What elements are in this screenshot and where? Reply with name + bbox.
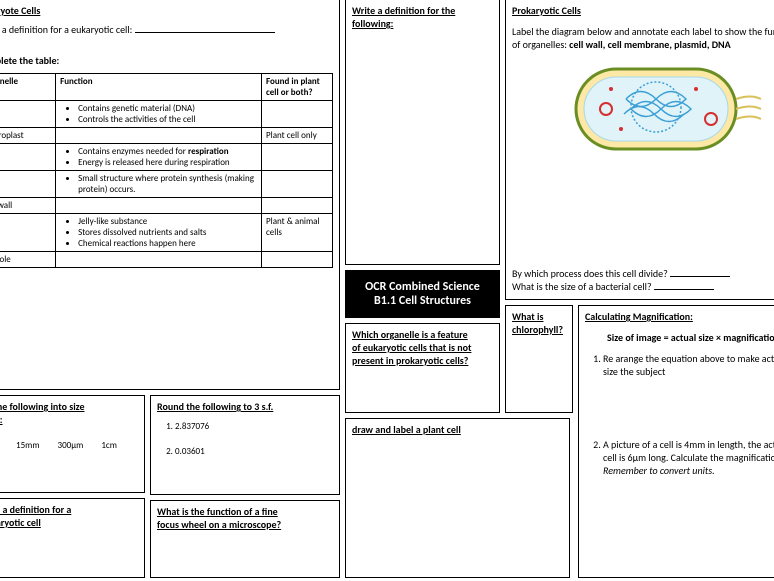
cell-organelle <box>0 144 56 171</box>
fine-focus-line2: focus wheel on a microscope? <box>157 518 333 531</box>
cell-function <box>56 252 262 268</box>
title-line2: B1.1 Cell Structures <box>352 294 493 308</box>
cell-function: Small structure where protein synthesis … <box>56 171 262 198</box>
prokaryotic-section: Prokaryotic Cells Label the diagram belo… <box>505 0 774 300</box>
table-row: Vacuole <box>0 252 333 268</box>
organelle-question-box: Which organelle is a feature of eukaryot… <box>345 323 500 413</box>
cell-found <box>261 144 332 171</box>
prokaryotic-organelles: cell wall, cell membrane, plasmid, DNA <box>569 38 731 51</box>
table-row: Chloroplast Plant cell only <box>0 128 333 144</box>
magnification-equation: Size of image = actual size × magnificat… <box>585 331 774 344</box>
mag-q2-hint: Remember to convert units. <box>603 464 715 477</box>
eukaryote-def-prompt: Write a definition for a eukaryotic cell… <box>0 23 132 36</box>
th-function: Function <box>56 74 262 101</box>
table-row: Contains genetic material (DNA)Controls … <box>0 101 333 128</box>
cell-function <box>56 128 262 144</box>
organelle-q-3: present in prokaryotic cells? <box>352 354 493 367</box>
th-found: Found in plant cell or both? <box>261 74 332 101</box>
table-row: Contains enzymes needed for respirationE… <box>0 144 333 171</box>
blank-line[interactable] <box>654 280 714 290</box>
table-row: Cell wall <box>0 198 333 214</box>
title-box: OCR Combined Science B1.1 Cell Structure… <box>345 270 500 318</box>
prokaryote-diagram <box>566 59 746 149</box>
prok-q2: What is the size of a bacterial cell? <box>512 280 652 293</box>
prokaryotic-title: Prokaryotic Cells <box>512 4 774 17</box>
cell-organelle: Chloroplast <box>0 128 56 144</box>
magnification-title: Calculating Magnification: <box>585 310 774 323</box>
prokaryote-svg <box>566 59 766 159</box>
mag-q2: A picture of a cell is 4mm in length, th… <box>603 438 774 464</box>
blank-line[interactable] <box>135 23 275 33</box>
organelle-table: Organelle Function Found in plant cell o… <box>0 73 333 268</box>
cell-found <box>261 171 332 198</box>
prokaryotic-instruction-wrap: Label the diagram below and annotate eac… <box>512 25 774 51</box>
magnification-list: Re arange the equation above to make act… <box>603 352 774 477</box>
prok-q1: By which process does this cell divide? <box>512 267 668 280</box>
chlorophyll-box: What is chlorophyll? <box>505 305 573 413</box>
size-order-items: 10nm 15mm 300µm 1cm <box>0 440 138 451</box>
eukaryote-section: Eukaryote Cells Write a definition for a… <box>0 0 340 390</box>
chlorophyll-line1: What is <box>512 310 566 323</box>
blank-line[interactable] <box>670 267 730 277</box>
prok-def-line2: prokaryotic cell <box>0 516 138 529</box>
plant-cell-prompt: draw and label a plant cell <box>352 423 563 436</box>
size-order-prompt2: order: <box>0 413 138 426</box>
mag-q1: Re arange the equation above to make act… <box>603 352 774 378</box>
prok-q2-row: What is the size of a bacterial cell? <box>512 280 774 293</box>
eukaryote-title: Eukaryote Cells <box>0 4 333 17</box>
cell-found <box>261 198 332 214</box>
cell-found: Plant & animal cells <box>261 214 332 252</box>
organelle-q-1: Which organelle is a feature <box>352 328 493 341</box>
cell-organelle: Vacuole <box>0 252 56 268</box>
cell-organelle <box>0 101 56 128</box>
cell-organelle <box>0 171 56 198</box>
size-order-prompt1: Put the following into size <box>0 400 138 413</box>
rounding-title: Round the following to 3 s.f. <box>157 400 333 413</box>
th-organelle: Organelle <box>0 74 56 101</box>
size-order-box: Put the following into size order: 10nm … <box>0 395 145 493</box>
table-row: Jelly-like substanceStores dissolved nut… <box>0 214 333 252</box>
write-def-following: Write a definition for the following: <box>352 4 493 30</box>
rounding-box: Round the following to 3 s.f. 2.837076 0… <box>150 395 340 495</box>
cell-found <box>261 252 332 268</box>
organelle-q-2: of eukaryotic cells that is not <box>352 341 493 354</box>
cell-function: Jelly-like substanceStores dissolved nut… <box>56 214 262 252</box>
fine-focus-line1: What is the function of a fine <box>157 505 333 518</box>
cell-function <box>56 198 262 214</box>
rounding-item-1: 2.837076 <box>175 421 209 432</box>
table-row: Small structure where protein synthesis … <box>0 171 333 198</box>
cell-function: Contains genetic material (DNA)Controls … <box>56 101 262 128</box>
rounding-item-2: 0.03601 <box>175 446 205 457</box>
write-def-following-box: Write a definition for the following: <box>345 0 500 265</box>
cell-function: Contains enzymes needed for respirationE… <box>56 144 262 171</box>
title-line1: OCR Combined Science <box>352 280 493 294</box>
prok-q1-row: By which process does this cell divide? <box>512 267 774 280</box>
cell-organelle <box>0 214 56 252</box>
magnification-box: Calculating Magnification: Size of image… <box>578 305 774 578</box>
mag-q2-item: A picture of a cell is 4mm in length, th… <box>603 438 774 477</box>
fine-focus-box: What is the function of a fine focus whe… <box>150 500 340 578</box>
prok-def-line1: Write a definition for a <box>0 503 138 516</box>
complete-table-prompt: Complete the table: <box>0 54 333 67</box>
cell-found <box>261 101 332 128</box>
chlorophyll-line2: chlorophyll? <box>512 323 566 336</box>
eukaryote-def-row: Write a definition for a eukaryotic cell… <box>0 23 333 36</box>
rounding-list: 2.837076 0.03601 <box>175 421 333 457</box>
cell-organelle: Cell wall <box>0 198 56 214</box>
cell-found: Plant cell only <box>261 128 332 144</box>
prokaryotic-def-box: Write a definition for a prokaryotic cel… <box>0 498 145 578</box>
plant-cell-box: draw and label a plant cell <box>345 418 570 578</box>
